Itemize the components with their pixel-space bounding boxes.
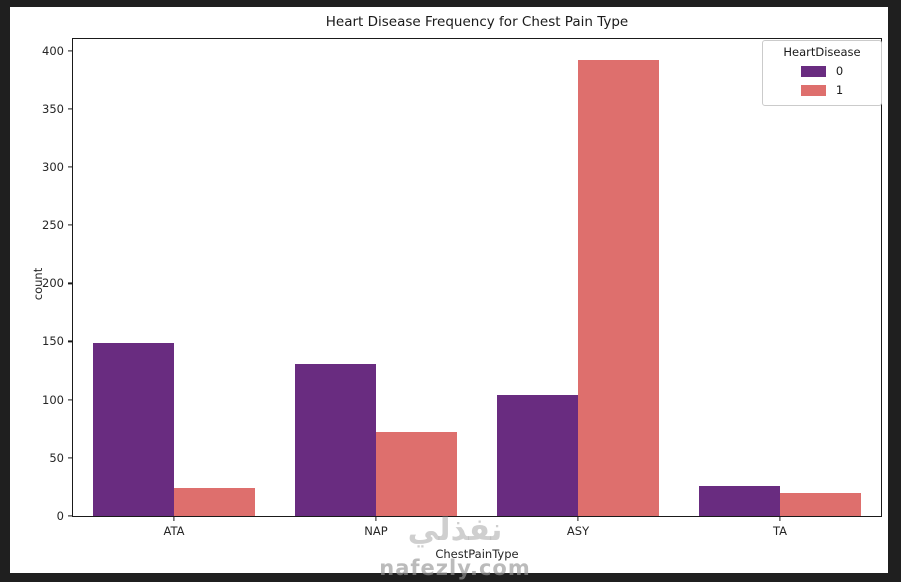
y-tick-mark (68, 340, 73, 343)
legend-title: HeartDisease (783, 45, 861, 59)
legend-box: HeartDisease 0 1 (762, 40, 882, 106)
plot-area: 0 50 100 150 200 250 300 350 400 ATA NAP ASY TA (42, 38, 882, 538)
x-tick-label: ATA (163, 524, 185, 538)
x-tick-mark (577, 516, 579, 521)
y-tick-mark (68, 166, 73, 168)
legend-swatch-hd1 (800, 84, 826, 96)
x-tick-mark (375, 516, 377, 521)
x-tick-mark (779, 516, 781, 521)
y-tick-label: 250 (42, 218, 64, 233)
bar-asy-hd0 (497, 395, 578, 516)
bar-asy-hd1 (578, 59, 659, 516)
legend-label-hd0: 0 (835, 64, 844, 78)
chart-title: Heart Disease Frequency for Chest Pain T… (325, 14, 629, 30)
x-axis-label: ChestPainType (435, 547, 519, 561)
y-tick-label: 200 (42, 276, 64, 291)
y-tick-label: 0 (56, 509, 64, 523)
y-tick-label: 50 (49, 450, 64, 465)
y-tick-mark (68, 515, 73, 517)
x-tick-mark (173, 516, 175, 521)
bar-ta-hd1 (780, 492, 861, 516)
y-tick-mark (68, 108, 73, 110)
legend-label-hd1: 1 (835, 83, 844, 97)
x-tick-label: NAP (364, 524, 388, 538)
bar-ata-hd0 (93, 342, 174, 516)
bar-ata-hd1 (174, 488, 255, 516)
y-tick-label: 150 (42, 334, 64, 349)
y-tick-label: 300 (42, 159, 64, 174)
bar-nap-hd0 (295, 363, 376, 516)
y-tick-mark (68, 224, 73, 226)
legend-swatch-hd0 (800, 65, 826, 77)
y-axis-label: count (31, 267, 46, 301)
bar-nap-hd1 (376, 432, 457, 516)
y-tick-label: 100 (42, 392, 64, 407)
figure-canvas: Heart Disease Frequency for Chest Pain T… (10, 7, 888, 573)
legend-item-1: 1 (769, 83, 875, 97)
y-tick-mark (68, 282, 73, 284)
legend-item-0: 0 (769, 64, 875, 78)
bar-ta-hd0 (699, 485, 780, 516)
y-tick-mark (68, 457, 73, 459)
y-tick-mark (68, 399, 73, 401)
y-tick-label: 400 (42, 43, 64, 58)
y-tick-label: 350 (42, 101, 64, 116)
x-tick-label: ASY (566, 524, 590, 538)
y-tick-mark (68, 50, 73, 52)
x-tick-label: TA (773, 524, 787, 538)
